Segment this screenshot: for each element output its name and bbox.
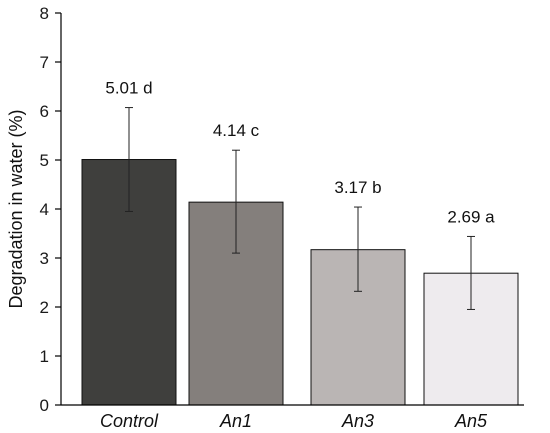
data-label-control: 5.01 d xyxy=(105,79,152,98)
y-tick-label: 3 xyxy=(40,249,49,268)
bars xyxy=(81,159,519,406)
y-tick-label: 8 xyxy=(40,4,49,23)
data-label-an5: 2.69 a xyxy=(447,207,495,226)
category-label-an5: An5 xyxy=(454,411,488,431)
data-labels: 5.01 d 4.14 c 3.17 b 2.69 a xyxy=(105,79,495,227)
y-tick-label: 0 xyxy=(40,396,49,415)
y-tick-label: 4 xyxy=(40,200,49,219)
y-tick-label: 7 xyxy=(40,53,49,72)
x-axis-categories: Control An1 An3 An5 xyxy=(100,411,488,431)
category-label-an3: An3 xyxy=(341,411,374,431)
y-tick-label: 2 xyxy=(40,298,49,317)
error-bars xyxy=(125,107,475,310)
data-label-an1: 4.14 c xyxy=(213,121,260,140)
category-label-control: Control xyxy=(100,411,159,431)
y-tick-label: 6 xyxy=(40,102,49,121)
data-label-an3: 3.17 b xyxy=(334,178,381,197)
y-tick-label: 1 xyxy=(40,347,49,366)
category-label-an1: An1 xyxy=(219,411,252,431)
y-tick-label: 5 xyxy=(40,151,49,170)
y-axis-title: Degradation in water (%) xyxy=(6,109,26,308)
y-axis-ticks: 0 1 2 3 4 5 6 7 8 xyxy=(40,4,61,415)
